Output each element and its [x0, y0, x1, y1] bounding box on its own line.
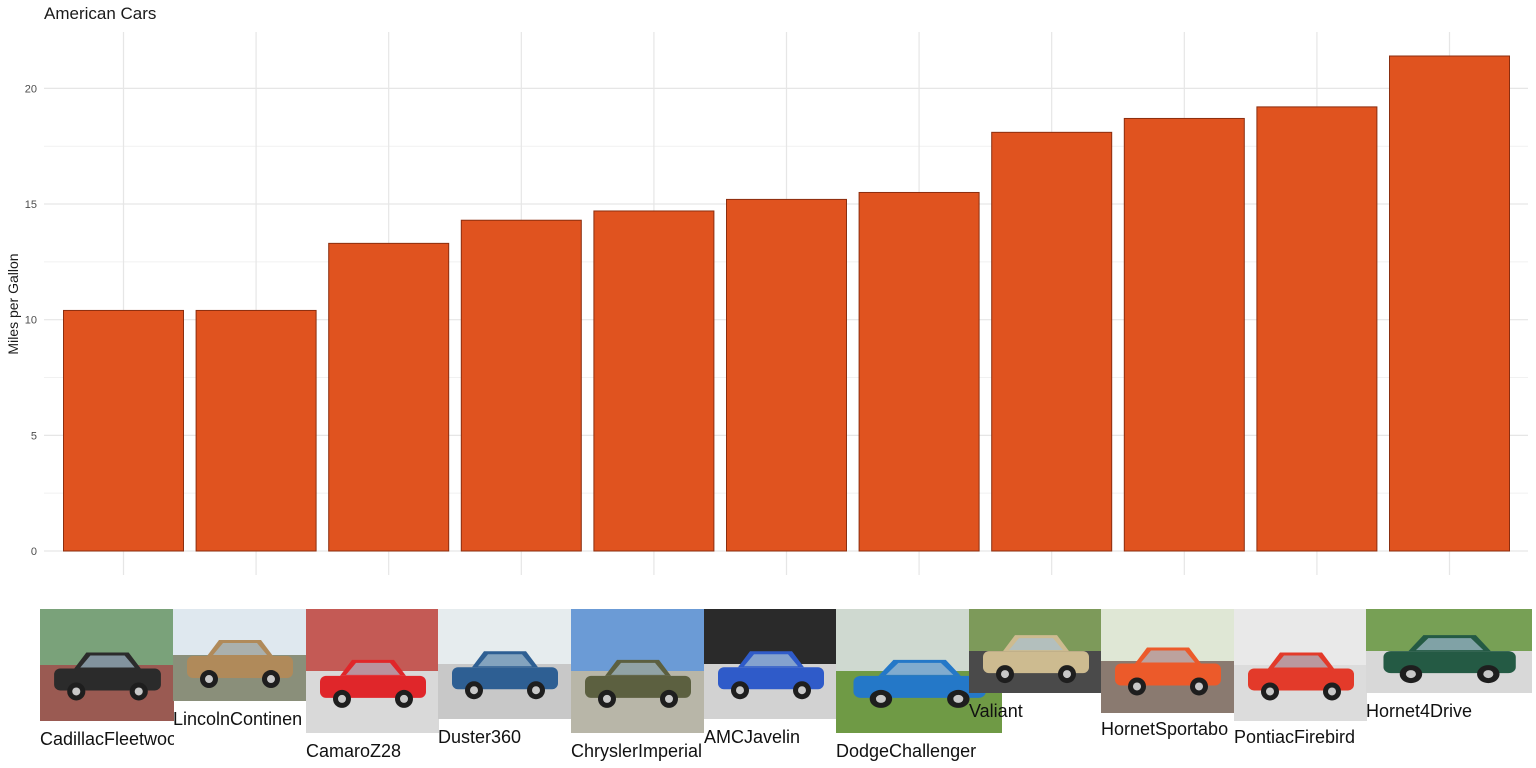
car-photo	[40, 609, 174, 721]
bar-Hornet4Drive	[1389, 55, 1510, 552]
bar-CadillacFleetwood	[63, 309, 184, 552]
car-thumbnail: Hornet4Drive	[1366, 609, 1532, 723]
car-label: CadillacFleetwood	[40, 729, 174, 749]
car-photo	[571, 609, 704, 733]
bar-Duster360	[460, 219, 582, 552]
car-label: Hornet4Drive	[1366, 701, 1473, 721]
car-photo	[969, 609, 1102, 693]
car-thumbnail: LincolnContinen	[173, 609, 306, 731]
bar-PontiacFirebird	[1256, 106, 1378, 552]
y-tick-label: 10	[25, 315, 37, 327]
car-thumbnail: HornetSportabo	[1101, 609, 1234, 741]
bar-Valiant	[991, 131, 1113, 552]
bar-CamaroZ28	[328, 242, 450, 552]
car-thumbnail: ChryslerImperial	[571, 609, 704, 763]
bars	[63, 55, 1510, 552]
car-label: Duster360	[438, 727, 522, 747]
car-thumbnail: CadillacFleetwood	[40, 609, 174, 751]
car-photo	[173, 609, 306, 701]
y-tick-label: 5	[31, 430, 37, 442]
car-label: ChryslerImperial	[571, 741, 703, 761]
car-thumbnail: AMCJavelin	[704, 609, 837, 749]
car-label: LincolnContinen	[173, 709, 303, 729]
car-thumbnail: PontiacFirebird	[1234, 609, 1367, 749]
car-photo	[1101, 609, 1234, 713]
car-photo	[1234, 609, 1367, 721]
y-tick-labels: 0 5 10 15 20	[25, 83, 37, 558]
bar-HornetSportabout	[1123, 117, 1245, 552]
bar-AMCJavelin	[726, 198, 847, 552]
y-tick-label: 20	[25, 83, 37, 95]
car-thumbnail: Duster360	[438, 609, 571, 749]
car-photo	[1366, 609, 1532, 693]
car-photo	[438, 609, 571, 719]
bar-DodgeChallenger	[858, 191, 980, 552]
car-thumbnail: CamaroZ28	[306, 609, 439, 763]
car-label: Valiant	[969, 701, 1023, 721]
car-photo	[306, 609, 439, 733]
car-label: AMCJavelin	[704, 727, 801, 747]
bar-ChryslerImperial	[593, 210, 715, 552]
y-axis-label: Miles per Gallon	[5, 253, 21, 354]
car-label: PontiacFirebird	[1234, 727, 1356, 747]
bar-chart: 0 5 10 15 20 Miles per Gallon	[5, 32, 1528, 575]
bar-LincolnContinental	[195, 309, 317, 552]
y-tick-label: 0	[31, 546, 37, 558]
chart-title: American Cars	[44, 4, 157, 23]
car-photo	[704, 609, 837, 719]
y-tick-label: 15	[25, 199, 37, 211]
car-label: HornetSportabo	[1101, 719, 1229, 739]
car-label: DodgeChallenger	[836, 741, 977, 761]
car-label: CamaroZ28	[306, 741, 402, 761]
car-thumbnail: Valiant	[969, 609, 1102, 723]
